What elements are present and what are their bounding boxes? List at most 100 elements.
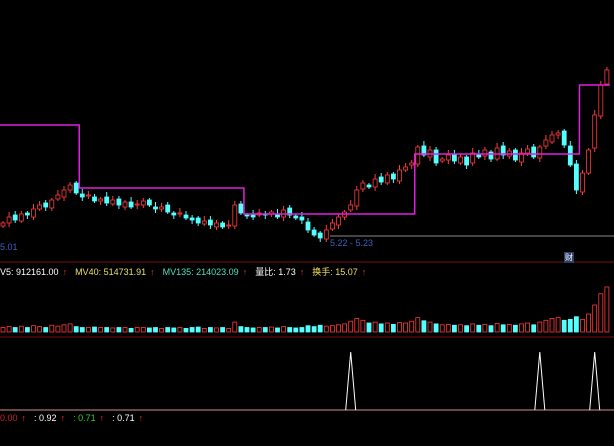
candle-body (317, 232, 323, 239)
candle-body (122, 201, 128, 208)
volume-bar (177, 327, 183, 333)
candle-body (470, 152, 476, 164)
volume-bar (244, 327, 250, 333)
volume-bar (366, 322, 372, 333)
volume-bar (537, 321, 543, 333)
volume-bar (567, 318, 573, 333)
volume-bar (128, 327, 134, 333)
candle-body (159, 206, 165, 210)
up-arrow-icon: ↑ (99, 413, 105, 423)
signal-value: : 0.92 (34, 413, 57, 423)
volume-bar (140, 327, 146, 333)
volume-bar (0, 327, 6, 333)
candle-body (165, 204, 171, 213)
volume-bar (574, 316, 579, 333)
volume-bar (73, 326, 79, 333)
volume-value: V5: 912161.00 (0, 267, 59, 277)
volume-bar (159, 327, 165, 333)
candle-body (79, 193, 85, 198)
up-arrow-icon: ↑ (361, 267, 367, 277)
volume-bar (372, 321, 378, 333)
candle-body (458, 156, 463, 164)
volume-bar (256, 327, 262, 333)
candle-body (92, 196, 97, 202)
volume-bar (86, 327, 91, 333)
volume-bar (384, 322, 390, 333)
candle-body (183, 214, 189, 219)
candle-body (378, 176, 384, 183)
candle-body (177, 212, 183, 215)
candle-body (293, 215, 299, 219)
candle-body (604, 69, 610, 85)
candle-body (537, 146, 543, 159)
volume-bar (104, 327, 110, 333)
candle-body (24, 212, 30, 216)
volume-bar (207, 327, 213, 333)
volume-bar (561, 319, 567, 333)
volume-bar (311, 326, 317, 333)
candle-body (567, 145, 573, 166)
candle-body (0, 222, 6, 227)
candle-body (287, 207, 293, 216)
candle-body (531, 146, 537, 158)
signal-value: : 0.71 (112, 413, 135, 423)
candle-body (403, 166, 409, 171)
volume-bar (378, 323, 384, 333)
step-line (0, 84, 610, 215)
candle-body (525, 148, 530, 154)
candle-body (488, 151, 494, 160)
volume-bar (494, 323, 500, 333)
volume-bar (586, 313, 591, 333)
candle-body (329, 222, 335, 230)
candle-body (549, 134, 555, 143)
volume-bar (122, 327, 128, 333)
candle-body (305, 221, 311, 231)
candle-body (390, 173, 396, 180)
volume-bar (506, 323, 512, 333)
volume-bar (445, 323, 451, 333)
volume-bar (195, 326, 201, 333)
volume-bar (49, 324, 55, 333)
volume-bar (293, 327, 299, 333)
candle-body (366, 184, 372, 188)
volume-bar (317, 324, 323, 333)
volume-bar (79, 327, 85, 333)
volume-bar (134, 327, 140, 333)
volume-bar (275, 327, 280, 333)
volume-bar (183, 327, 189, 333)
low-price-label: 5.01 (0, 242, 18, 252)
finance-badge[interactable]: 财 (564, 252, 574, 263)
volume-bar (226, 327, 232, 333)
candle-body (445, 154, 451, 161)
candle-body (6, 216, 12, 224)
volume-bar (555, 317, 561, 333)
volume-bar (110, 327, 116, 333)
candle-body (67, 184, 73, 191)
volume-bar (336, 324, 341, 333)
volume-bar (592, 304, 598, 333)
candle-body (220, 222, 226, 228)
candle-body (433, 149, 439, 164)
volume-bar (531, 324, 537, 333)
volume-bar (598, 293, 604, 333)
range-label: 5.22 - 5.23 (330, 238, 374, 248)
volume-bar (268, 326, 274, 333)
volume-bar (250, 327, 256, 333)
signal-value: 0.00 (0, 413, 18, 423)
volume-bar (24, 327, 30, 333)
candle-body (323, 229, 329, 240)
volume-bar (348, 320, 354, 333)
candle-body (555, 132, 561, 136)
volume-bar (451, 324, 457, 333)
candle-body (439, 158, 445, 162)
candle-body (421, 145, 427, 156)
candle-body (586, 149, 591, 174)
volume-bar (116, 327, 122, 333)
candle-body (397, 169, 402, 182)
candle-body (110, 199, 116, 205)
candle-body (238, 203, 244, 214)
candle-body (232, 204, 238, 227)
signal-spike (589, 351, 601, 411)
volume-bar (165, 327, 171, 333)
